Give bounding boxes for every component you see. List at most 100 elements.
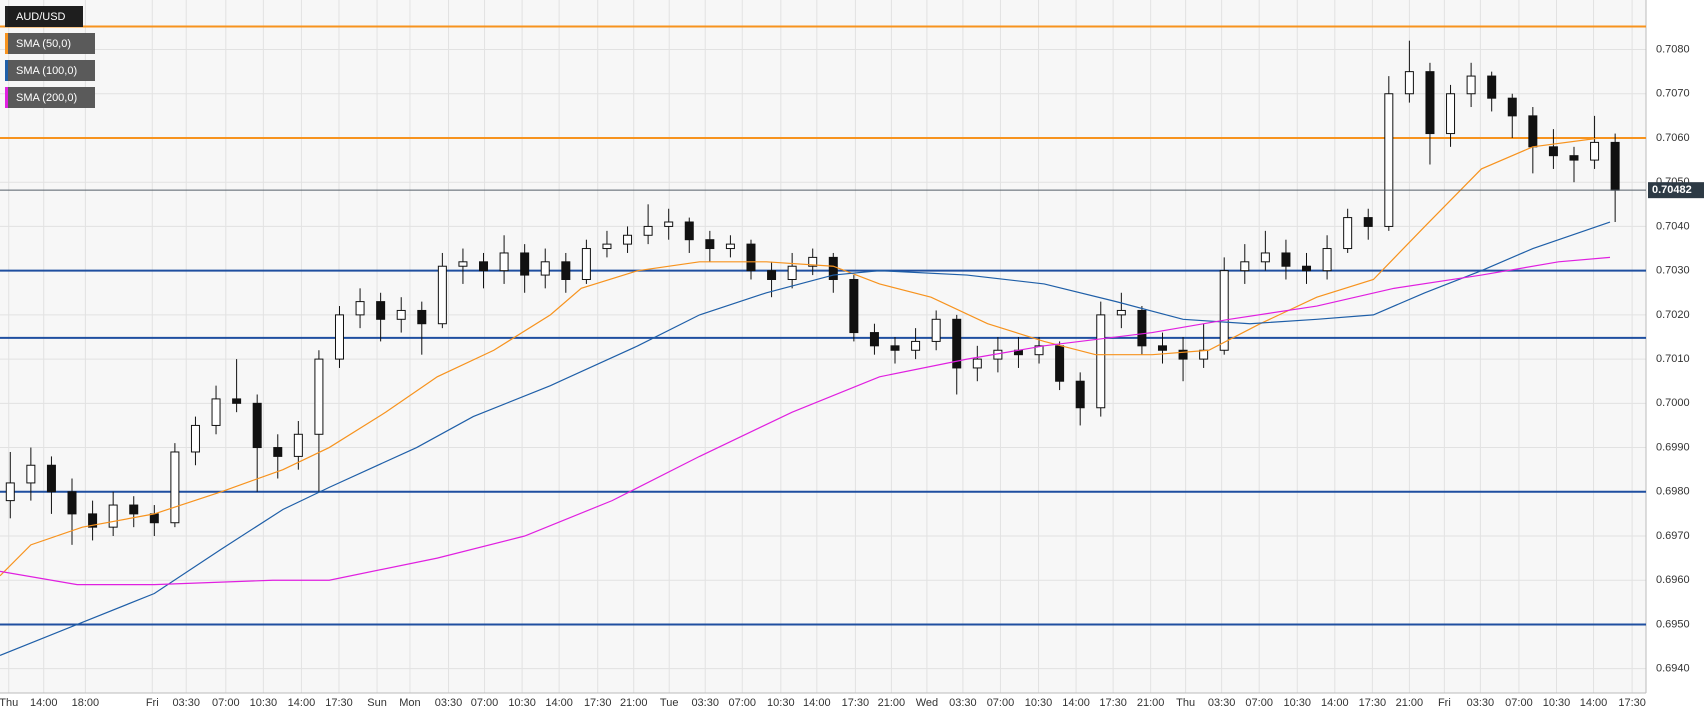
- candle-body: [1343, 217, 1353, 250]
- x-tick-label: 17:30: [325, 697, 353, 709]
- y-tick-label: 0.6990: [1656, 441, 1690, 453]
- candle-body: [1281, 252, 1291, 267]
- last-price-box: [1648, 182, 1704, 199]
- candle-body: [88, 513, 98, 528]
- candle-body: [1116, 309, 1126, 316]
- x-tick-label: 14:00: [803, 697, 831, 709]
- x-tick-label: Tue: [660, 697, 679, 709]
- candle-body: [1199, 349, 1209, 360]
- x-tick-label: 07:00: [212, 697, 240, 709]
- x-tick-label: 14:00: [1062, 697, 1090, 709]
- x-tick-label: 10:30: [1025, 697, 1053, 709]
- candle-body: [1363, 217, 1373, 227]
- candle-body: [293, 433, 303, 457]
- x-tick-label: 10:30: [1543, 697, 1571, 709]
- candle-body: [911, 340, 921, 351]
- candle-body: [479, 261, 489, 272]
- candle-body: [273, 447, 283, 457]
- candle-body: [972, 358, 982, 369]
- candle-body: [931, 318, 941, 342]
- y-tick-label: 0.7040: [1656, 220, 1690, 232]
- x-tick-label: 17:30: [1099, 697, 1127, 709]
- x-tick-label: Thu: [1176, 697, 1195, 709]
- candle-body: [1260, 252, 1270, 263]
- candle-body: [232, 398, 242, 404]
- x-tick-label: 03:30: [172, 697, 200, 709]
- legend-label: SMA (100,0): [16, 65, 77, 77]
- y-tick-label: 0.6950: [1656, 618, 1690, 630]
- last-price-label: 0.70482: [1652, 184, 1692, 196]
- candle-body: [787, 265, 797, 280]
- candle-body: [1528, 115, 1538, 148]
- y-tick-label: 0.7080: [1656, 43, 1690, 55]
- candle-body: [890, 345, 900, 351]
- y-tick-label: 0.7030: [1656, 265, 1690, 277]
- x-tick-label: 10:30: [250, 697, 278, 709]
- candle-body: [67, 491, 77, 515]
- candle-body: [684, 221, 694, 241]
- y-tick-label: 0.7000: [1656, 397, 1690, 409]
- candle-body: [520, 252, 530, 276]
- candle-body: [499, 252, 509, 272]
- candle-body: [602, 243, 612, 250]
- x-tick-label: 07:00: [1505, 697, 1533, 709]
- x-tick-label: 10:30: [767, 697, 795, 709]
- candle-body: [396, 309, 406, 320]
- x-tick-label: 07:00: [728, 697, 756, 709]
- candle-body: [1569, 155, 1579, 161]
- legend-label: SMA (50,0): [16, 38, 71, 50]
- candle-body: [190, 424, 200, 453]
- x-tick-label: 10:30: [1283, 697, 1311, 709]
- candle-body: [46, 464, 56, 493]
- y-tick-label: 0.6980: [1656, 486, 1690, 498]
- x-tick-label: 17:30: [584, 697, 612, 709]
- candle-body: [108, 504, 118, 528]
- x-tick-label: 21:00: [1137, 697, 1165, 709]
- sma-line: [0, 256, 1611, 586]
- x-tick-label: 03:30: [1467, 697, 1495, 709]
- candle-body: [643, 225, 653, 236]
- candle-body: [828, 256, 838, 280]
- legend-box: [5, 33, 95, 54]
- sma-line: [0, 137, 1600, 577]
- candle-body: [129, 504, 139, 515]
- candle-body: [1507, 97, 1517, 117]
- candle-body: [211, 398, 221, 426]
- y-tick-label: 0.6970: [1656, 530, 1690, 542]
- candle-body: [725, 243, 735, 250]
- y-tick-label: 0.6940: [1656, 663, 1690, 675]
- legend-swatch: [5, 60, 8, 81]
- candle-body: [355, 301, 365, 316]
- candle-body: [1157, 345, 1167, 351]
- legend-box: [5, 60, 95, 81]
- candle-body: [1137, 309, 1147, 347]
- candle-body: [1404, 71, 1414, 95]
- x-tick-label: 14:00: [545, 697, 573, 709]
- candle-body: [417, 309, 427, 325]
- x-tick-label: Fri: [146, 697, 159, 709]
- x-tick-label: 03:30: [949, 697, 977, 709]
- x-tick-label: Thu: [0, 697, 18, 709]
- candle-body: [1322, 248, 1332, 272]
- x-tick-label: 14:00: [1580, 697, 1608, 709]
- candle-body: [581, 248, 591, 280]
- candle-body: [1590, 141, 1600, 161]
- x-tick-label: 17:30: [1618, 697, 1646, 709]
- candle-body: [1425, 71, 1435, 135]
- x-tick-label: 03:30: [435, 697, 463, 709]
- legend-box: [5, 87, 95, 108]
- candle-body: [1466, 75, 1476, 95]
- x-tick-label: 03:30: [691, 697, 719, 709]
- y-tick-label: 0.7010: [1656, 353, 1690, 365]
- candle-body: [1302, 265, 1312, 272]
- legend-label: SMA (200,0): [16, 92, 77, 104]
- candle-body: [170, 451, 180, 524]
- x-tick-label: 21:00: [620, 697, 648, 709]
- candle-body: [1548, 146, 1558, 157]
- x-tick-label: 10:30: [508, 697, 536, 709]
- candle-body: [952, 318, 962, 369]
- x-tick-label: 21:00: [1396, 697, 1424, 709]
- sma-line: [0, 221, 1611, 656]
- x-tick-label: 07:00: [1245, 697, 1273, 709]
- candle-body: [376, 301, 386, 320]
